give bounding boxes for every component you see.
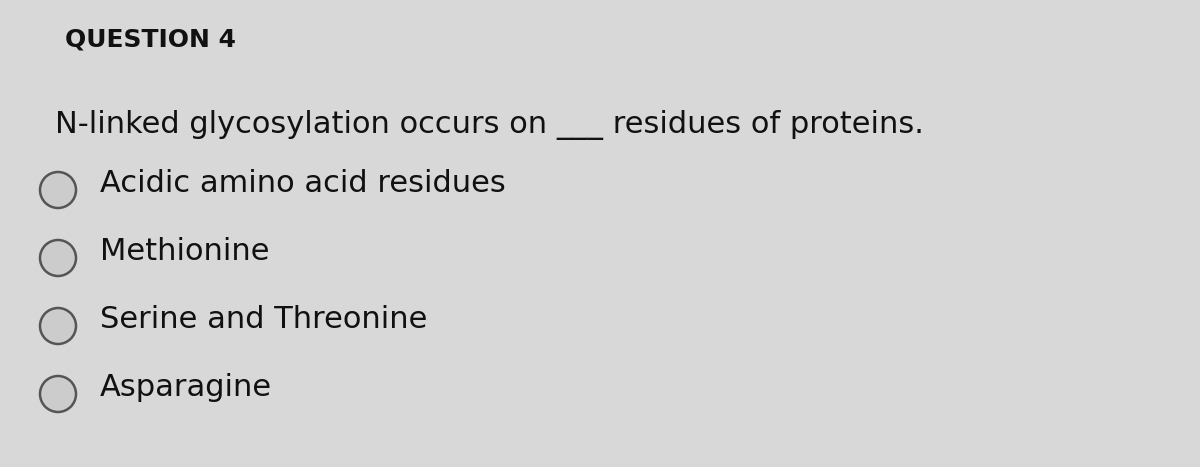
Text: N-linked glycosylation occurs on ___ residues of proteins.: N-linked glycosylation occurs on ___ res… <box>55 110 924 140</box>
Ellipse shape <box>40 308 76 344</box>
Text: Acidic amino acid residues: Acidic amino acid residues <box>100 170 505 198</box>
Text: Asparagine: Asparagine <box>100 374 272 403</box>
Ellipse shape <box>40 376 76 412</box>
Text: Methionine: Methionine <box>100 238 270 267</box>
Text: QUESTION 4: QUESTION 4 <box>65 28 236 52</box>
Ellipse shape <box>40 172 76 208</box>
Ellipse shape <box>40 240 76 276</box>
Text: Serine and Threonine: Serine and Threonine <box>100 305 427 334</box>
